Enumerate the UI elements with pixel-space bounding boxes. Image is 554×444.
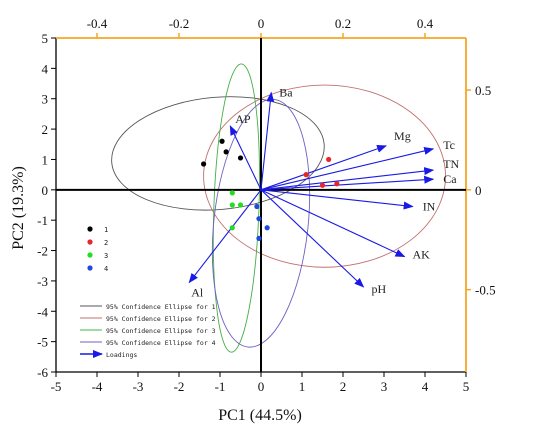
loading-arrow-Mg <box>260 145 387 191</box>
loading-arrow-AK <box>260 189 406 258</box>
score-point-group-1 <box>237 155 244 161</box>
loading-label-Tc: Tc <box>443 138 455 152</box>
loading-label-pH: pH <box>372 282 387 296</box>
y-tick-label: -3 <box>37 274 48 289</box>
score-point-group-4 <box>264 225 270 231</box>
loading-arrow-Ba <box>260 91 275 190</box>
x-tick-label: -5 <box>51 379 62 394</box>
loading-arrow-Tc <box>260 147 435 191</box>
legend-ellipse-label-1: 95% Confidence Ellipse for 1 <box>106 303 216 311</box>
loading-label-AK: AK <box>413 248 431 262</box>
score-point-group-3 <box>229 225 235 231</box>
confidence-ellipse-1 <box>111 96 325 211</box>
secondary-x-tick-label: -0.2 <box>169 16 190 31</box>
score-point-group-2 <box>319 182 326 188</box>
score-point-group-4 <box>256 216 262 222</box>
legend-ellipse-label-3: 95% Confidence Ellipse for 3 <box>106 327 216 335</box>
legend-label-group-1: 1 <box>104 226 108 234</box>
secondary-y-tick-label: 0.5 <box>475 83 491 98</box>
secondary-x-tick-label: 0 <box>258 16 265 31</box>
x-tick-label: -3 <box>133 379 144 394</box>
y-tick-label: -1 <box>37 213 48 228</box>
loading-arrow-TN <box>260 167 435 191</box>
y-tick-label: 5 <box>42 31 49 46</box>
x-tick-label: 3 <box>381 379 388 394</box>
loading-label-IN: IN <box>423 200 436 214</box>
legend-ellipse-label-2: 95% Confidence Ellipse for 2 <box>106 315 216 323</box>
secondary-x-tick-label: 0.2 <box>335 16 351 31</box>
score-point-group-1 <box>223 149 229 155</box>
y-tick-label: -5 <box>37 335 48 350</box>
legend-label-group-2: 2 <box>104 239 108 247</box>
x-tick-label: -4 <box>92 379 103 394</box>
score-points <box>201 138 340 241</box>
secondary-y-tick-label: 0 <box>475 183 482 198</box>
score-point-group-1 <box>201 161 207 167</box>
score-point-group-2 <box>334 181 340 187</box>
secondary-x-tick-label: 0.4 <box>417 16 434 31</box>
y-tick-label: 2 <box>42 122 49 137</box>
legend-marker-group-3 <box>87 252 93 258</box>
x-tick-label: 1 <box>299 379 306 394</box>
y-axis-label: PC2 (19.3%) <box>10 166 27 250</box>
legend-marker-group-2 <box>87 239 93 245</box>
y-tick-label: -2 <box>37 244 48 259</box>
y-tick-label: -6 <box>37 365 48 380</box>
score-point-group-3 <box>229 202 235 208</box>
legend-loadings-label: Loadings <box>106 351 137 359</box>
x-tick-label: -2 <box>174 379 185 394</box>
score-point-group-3 <box>229 190 235 196</box>
score-point-group-1 <box>219 138 225 144</box>
y-tick-label: 4 <box>42 61 49 76</box>
legend-marker-group-4 <box>87 265 93 271</box>
y-tick-label: 3 <box>42 92 49 107</box>
loading-label-Mg: Mg <box>394 129 411 143</box>
legend-marker-group-1 <box>87 226 93 232</box>
y-tick-label: 1 <box>42 152 49 167</box>
legend-ellipse-label-4: 95% Confidence Ellipse for 4 <box>106 339 216 347</box>
loading-arrow-IN <box>260 189 414 210</box>
secondary-x-tick-label: -0.4 <box>87 16 108 31</box>
legend: 1 2 3 4 95% Confidence Ellipse for 1 95% Conf… <box>80 226 216 359</box>
confidence-ellipse-3 <box>212 63 260 353</box>
x-axis-label: PC1 (44.5%) <box>218 407 302 424</box>
loading-label-Al: Al <box>191 285 204 299</box>
x-tick-label: 0 <box>258 379 265 394</box>
confidence-ellipse-2 <box>203 84 446 268</box>
x-tick-label: 2 <box>340 379 347 394</box>
score-point-group-3 <box>237 202 244 208</box>
loading-arrow-Al <box>188 189 262 284</box>
loading-label-Ba: Ba <box>279 86 293 100</box>
score-point-group-2 <box>326 156 332 163</box>
y-tick-label: 0 <box>42 183 49 198</box>
score-point-group-2 <box>303 172 309 178</box>
score-point-group-4 <box>256 235 262 241</box>
x-tick-label: 5 <box>463 379 470 394</box>
loading-label-TN: TN <box>443 157 459 171</box>
loading-label-Ca: Ca <box>443 172 457 186</box>
y-tick-label: -4 <box>37 304 48 319</box>
loading-arrow-Ca <box>260 175 435 191</box>
loading-arrow-AP <box>229 125 262 191</box>
loading-label-AP: AP <box>235 112 251 126</box>
x-tick-label: 4 <box>422 379 429 394</box>
score-point-group-4 <box>254 203 260 210</box>
legend-label-group-3: 3 <box>104 252 108 260</box>
secondary-y-tick-label: -0.5 <box>475 283 496 298</box>
x-tick-label: -1 <box>215 379 226 394</box>
loading-arrow-pH <box>260 189 365 288</box>
legend-label-group-4: 4 <box>104 265 108 273</box>
confidence-ellipses <box>111 63 446 353</box>
